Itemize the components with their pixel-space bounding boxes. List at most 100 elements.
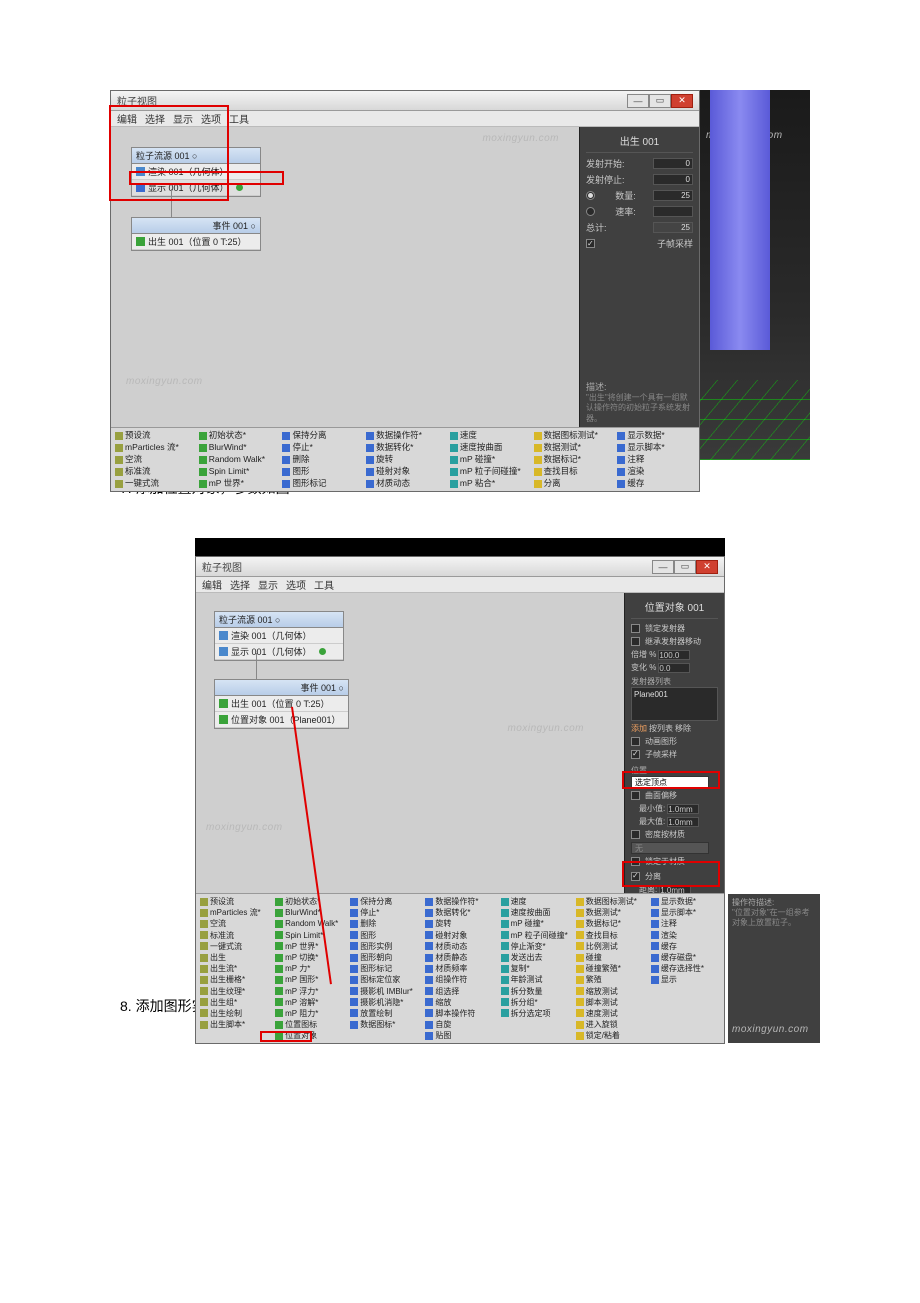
depot-item[interactable]: 缓存 (617, 478, 695, 490)
maximize-button[interactable]: ▭ (674, 560, 696, 574)
depot-item[interactable]: mP 粘合* (450, 478, 528, 490)
depot-item[interactable]: 标准流 (115, 466, 193, 478)
event-canvas[interactable]: moxingyun.com moxingyun.com 粒子流源 001 ○ 渲… (196, 593, 624, 893)
depot-item[interactable]: 标准流 (200, 930, 269, 941)
depot-item[interactable]: mParticles 流* (115, 442, 193, 454)
depot-item[interactable]: mP 碰撞* (501, 918, 570, 929)
param-separate[interactable]: 分离 (631, 871, 718, 882)
depot-item[interactable]: 查找目标 (534, 466, 612, 478)
depot-item[interactable]: 速度 (501, 896, 570, 907)
close-button[interactable]: ✕ (671, 94, 693, 108)
depot-item[interactable]: 数据标记* (534, 454, 612, 466)
depot-item[interactable]: 出生栅格* (200, 974, 269, 985)
depot-item[interactable]: 预设流 (200, 896, 269, 907)
operator-depot[interactable]: 预设流mParticles 流*空流标准流一键式流初始状态*BlurWind*R… (111, 427, 699, 491)
depot-item[interactable]: Spin Limit* (199, 466, 277, 478)
depot-item[interactable]: 比例测试 (576, 941, 645, 952)
btn-bylist[interactable]: 按列表 (649, 723, 673, 734)
depot-item[interactable]: 数据图标* (350, 1019, 419, 1030)
depot-item[interactable]: mP 碰撞* (450, 454, 528, 466)
depot-item[interactable]: 拆分数量 (501, 986, 570, 997)
depot-item[interactable]: 材质频率 (425, 963, 494, 974)
depot-item[interactable]: 图形标记 (282, 478, 360, 490)
depot-item[interactable]: 渲染 (617, 466, 695, 478)
depot-item[interactable]: 材质动态 (366, 478, 444, 490)
depot-item[interactable]: 分离 (534, 478, 612, 490)
depot-item[interactable]: 数据测试* (576, 907, 645, 918)
depot-item[interactable]: 组选择 (425, 986, 494, 997)
menu-bar[interactable]: 编辑 选择 显示 选项 工具 (111, 111, 699, 127)
depot-item[interactable]: mP 阻力* (275, 1008, 344, 1019)
node-pf-source[interactable]: 粒子流源 001 ○ 渲染 001（几何体） 显示 001（几何体） (214, 611, 344, 661)
depot-item[interactable]: 查找目标 (576, 930, 645, 941)
depot-item[interactable]: 出生脚本* (200, 1019, 269, 1030)
depot-item[interactable]: 旋转 (425, 918, 494, 929)
menu-edit[interactable]: 编辑 (202, 577, 222, 592)
depot-item[interactable]: 空流 (200, 918, 269, 929)
window-titlebar[interactable]: 粒子视图 — ▭ ✕ (196, 557, 724, 577)
param-inherit[interactable]: 继承发射器移动 (631, 636, 718, 647)
depot-item[interactable]: BlurWind* (199, 442, 277, 454)
depot-item[interactable]: 数据图标测试* (534, 430, 612, 442)
select-position-type[interactable]: 选定顶点 (631, 776, 709, 788)
op-birth[interactable]: 出生 001（位置 0 T:25） (215, 696, 348, 712)
depot-item[interactable]: 图形实例 (350, 941, 419, 952)
depot-item[interactable]: 缓存磁盘* (651, 952, 720, 963)
menu-select[interactable]: 选择 (230, 577, 250, 592)
minimize-button[interactable]: — (652, 560, 674, 574)
depot-item[interactable]: 注释 (651, 918, 720, 929)
depot-item[interactable]: 显示脚本* (651, 907, 720, 918)
depot-item[interactable]: 缓存 (651, 941, 720, 952)
depot-item[interactable]: 拆分组* (501, 997, 570, 1008)
depot-item[interactable]: 缩放测试 (576, 986, 645, 997)
node-event[interactable]: 事件 001 ○ 出生 001（位置 0 T:25） 位置对象 001（Plan… (214, 679, 349, 729)
node-event[interactable]: 事件 001 ○ 出生 001（位置 0 T:25） (131, 217, 261, 251)
depot-item[interactable]: mP 力* (275, 963, 344, 974)
depot-item[interactable]: 材质静态 (425, 952, 494, 963)
depot-item[interactable]: 自旋 (425, 1019, 494, 1030)
btn-remove[interactable]: 移除 (675, 723, 691, 734)
depot-item[interactable]: 缓存选择性* (651, 963, 720, 974)
depot-item[interactable]: 出生绘制 (200, 1008, 269, 1019)
depot-item[interactable]: mP 切换* (275, 952, 344, 963)
menu-options[interactable]: 选项 (201, 111, 221, 126)
depot-item[interactable]: 数据转化* (366, 442, 444, 454)
depot-item[interactable]: 出生组* (200, 997, 269, 1008)
depot-item[interactable]: 初始状态* (199, 430, 277, 442)
depot-item[interactable]: 停止渐变* (501, 941, 570, 952)
depot-item[interactable]: 保持分离 (282, 430, 360, 442)
op-display[interactable]: 显示 001（几何体） (132, 180, 260, 196)
depot-item[interactable]: 出生 (200, 952, 269, 963)
depot-item[interactable]: 摄影机消隐* (350, 997, 419, 1008)
depot-item[interactable]: 年龄测试 (501, 974, 570, 985)
depot-item[interactable]: 放置绘制 (350, 1008, 419, 1019)
depot-item[interactable]: BlurWind* (275, 907, 344, 918)
depot-item[interactable]: 图形 (282, 466, 360, 478)
depot-item[interactable]: 材质动态 (425, 941, 494, 952)
depot-item[interactable]: 位置对象 (275, 1030, 344, 1041)
depot-item[interactable]: 脚本测试 (576, 997, 645, 1008)
depot-item[interactable]: 保持分离 (350, 896, 419, 907)
depot-item[interactable]: 图标定位家 (350, 974, 419, 985)
depot-item[interactable]: mP 国形* (275, 974, 344, 985)
depot-item[interactable]: 数据操作符* (366, 430, 444, 442)
depot-item[interactable]: 停止* (350, 907, 419, 918)
depot-item[interactable]: 数据操作符* (425, 896, 494, 907)
depot-item[interactable]: mP 粒子间碰撞* (501, 930, 570, 941)
depot-item[interactable]: 碰射对象 (366, 466, 444, 478)
depot-item[interactable]: 删除 (350, 918, 419, 929)
depot-item[interactable]: mP 世界* (275, 941, 344, 952)
depot-item[interactable]: 图形朝向 (350, 952, 419, 963)
depot-item[interactable]: 锁定/粘着 (576, 1030, 645, 1041)
node-pf-source[interactable]: 粒子流源 001 ○ 渲染 001（几何体） 显示 001（几何体） (131, 147, 261, 197)
spinner-emit-stop[interactable]: 0 (653, 174, 693, 185)
depot-item[interactable]: 拆分选定项 (501, 1008, 570, 1019)
param-density[interactable]: 密度按材质 (631, 829, 718, 840)
depot-item[interactable]: Random Walk* (199, 454, 277, 466)
menu-tools[interactable]: 工具 (229, 111, 249, 126)
operator-depot[interactable]: 预设流mParticles 流*空流标准流一键式流出生出生流*出生栅格*出生纹理… (196, 893, 724, 1043)
depot-item[interactable]: 摄影机 IMBlur* (350, 986, 419, 997)
param-lock[interactable]: 锁定发射器 (631, 623, 718, 634)
depot-item[interactable]: 渲染 (651, 930, 720, 941)
spinner-amount[interactable]: 25 (653, 190, 693, 201)
